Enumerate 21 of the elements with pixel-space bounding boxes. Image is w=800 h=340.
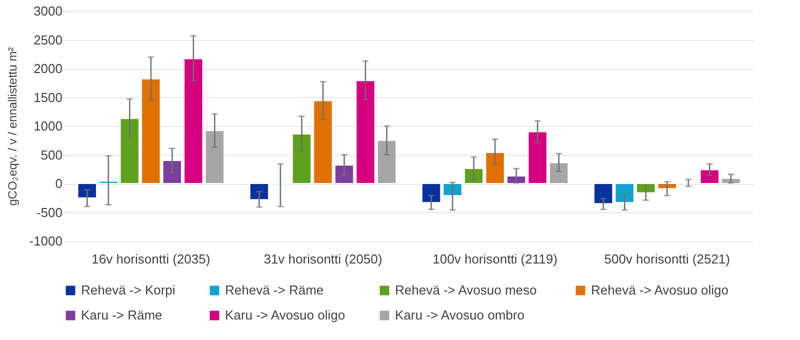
y-tick-label: 0 bbox=[55, 176, 62, 191]
legend-label: Rehevä -> Avosuo oligo bbox=[591, 282, 728, 298]
legend-label: Karu -> Avosuo ombro bbox=[395, 308, 524, 322]
y-tick-label: -1000 bbox=[29, 234, 62, 248]
x-tick-label: 16v horisontti (2035) bbox=[92, 252, 210, 266]
y-tick-label: 1500 bbox=[34, 90, 62, 105]
legend-label: Karu -> Räme bbox=[81, 308, 162, 322]
y-tick-label: 2000 bbox=[34, 61, 62, 76]
y-tick-label: 500 bbox=[40, 147, 62, 162]
y-axis-title: gCO₂eqv. / v / ennallistettu m² bbox=[5, 47, 20, 206]
y-tick-label: 3000 bbox=[34, 4, 62, 18]
x-tick-label: 31v horisontti (2050) bbox=[264, 252, 382, 266]
y-tick-label: 2500 bbox=[34, 32, 62, 48]
legend-label: Karu -> Avosuo oligo bbox=[225, 308, 346, 322]
legend-label: Rehevä -> Korpi bbox=[81, 282, 176, 298]
x-tick-label: 500v horisontti (2521) bbox=[604, 252, 730, 266]
x-tick-label: 100v horisontti (2119) bbox=[432, 252, 558, 266]
legend-label: Rehevä -> Avosuo meso bbox=[395, 282, 537, 298]
y-tick-label: 1000 bbox=[34, 118, 62, 134]
legend-label: Rehevä -> Räme bbox=[225, 282, 324, 298]
y-tick-label: -500 bbox=[36, 204, 62, 220]
